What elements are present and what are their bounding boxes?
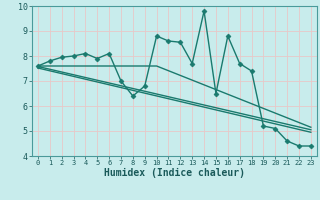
X-axis label: Humidex (Indice chaleur): Humidex (Indice chaleur) [104,168,245,178]
